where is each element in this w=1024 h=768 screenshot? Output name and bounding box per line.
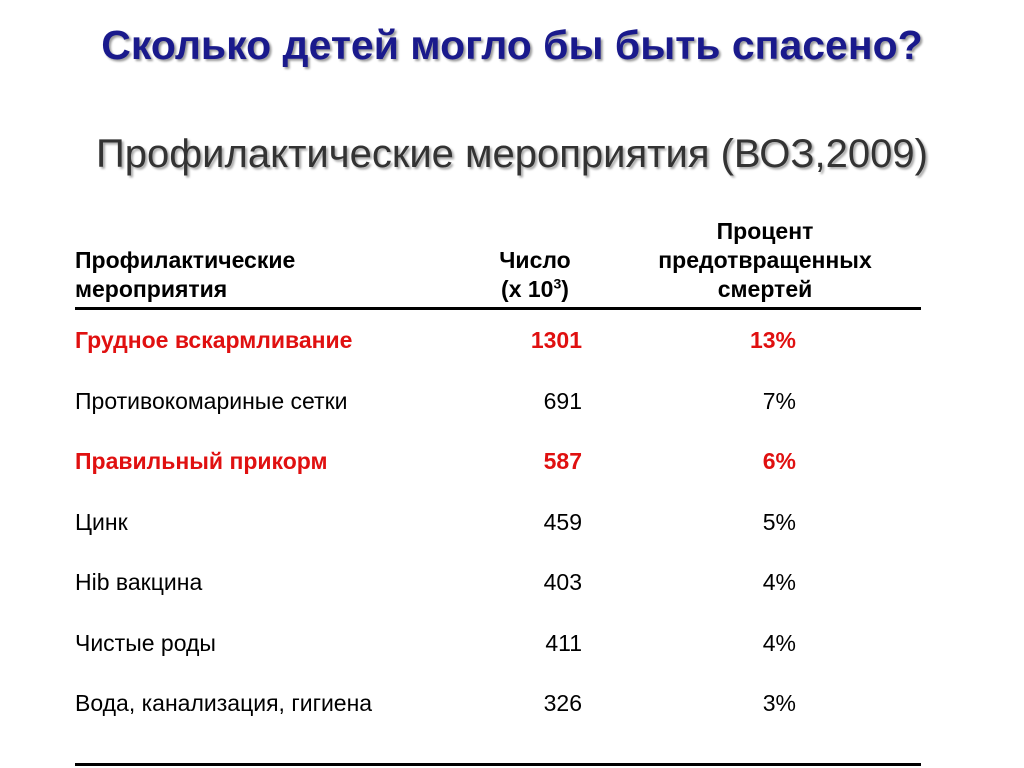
cell-percent: 7% [762,387,796,414]
header-number-line2: (x 103) [480,275,590,304]
cell-intervention: Правильный прикорм [75,448,328,474]
table-body: Грудное вскармливание 1301 13% Противоко… [75,310,921,766]
header-number-prefix: (x 10 [501,276,554,302]
header-percent-line3: смертей [717,276,813,302]
header-number-line1: Число [499,247,571,273]
cell-number: 326 [543,690,582,716]
header-percent-line2: предотвращенных [658,247,872,273]
header-number: Число (x 103) [480,246,590,304]
cell-intervention: Грудное вскармливание [75,327,353,353]
cell-intervention: Вода, канализация, гигиена [75,690,373,716]
slide-subtitle: Профилактические мероприятия (ВОЗ,2009) [96,132,928,176]
cell-number: 403 [543,569,582,595]
header-number-exponent: 3 [553,275,562,292]
cell-number: 411 [545,629,582,656]
table-row: Чистые роды 411 4% [75,630,921,691]
slide-title: Сколько детей могло бы быть спасено? [101,22,923,68]
cell-number: 459 [543,508,582,535]
cell-intervention: Чистые роды [75,629,216,656]
cell-percent: 3% [762,690,796,716]
cell-number: 587 [543,448,582,474]
table-row: Правильный прикорм 587 6% [75,448,921,509]
header-intervention: Профилактические мероприятия [75,246,295,304]
table-header: Профилактические мероприятия Число (x 10… [75,205,921,310]
header-number-suffix: ) [561,276,569,302]
cell-percent: 4% [762,569,796,595]
cell-percent: 13% [749,327,796,353]
header-percent: Процент предотвращенных смертей [615,217,915,304]
table-row: Грудное вскармливание 1301 13% [75,327,921,388]
cell-percent: 5% [762,508,796,535]
header-intervention-line2: мероприятия [75,276,228,302]
interventions-table: Профилактические мероприятия Число (x 10… [75,205,921,766]
cell-percent: 6% [762,448,796,474]
cell-percent: 4% [762,629,796,656]
table-row: Противокомариные сетки 691 7% [75,388,921,449]
cell-intervention: Цинк [75,508,128,535]
table-row: Вода, канализация, гигиена 326 3% [75,690,921,751]
cell-number: 1301 [530,327,582,353]
table-row: Hib вакцина 403 4% [75,569,921,630]
cell-intervention: Hib вакцина [75,569,203,595]
header-intervention-line1: Профилактические [75,247,296,273]
header-percent-line1: Процент [716,218,814,244]
table-row: Цинк 459 5% [75,509,921,570]
cell-number: 691 [543,387,582,414]
cell-intervention: Противокомариные сетки [75,387,348,414]
